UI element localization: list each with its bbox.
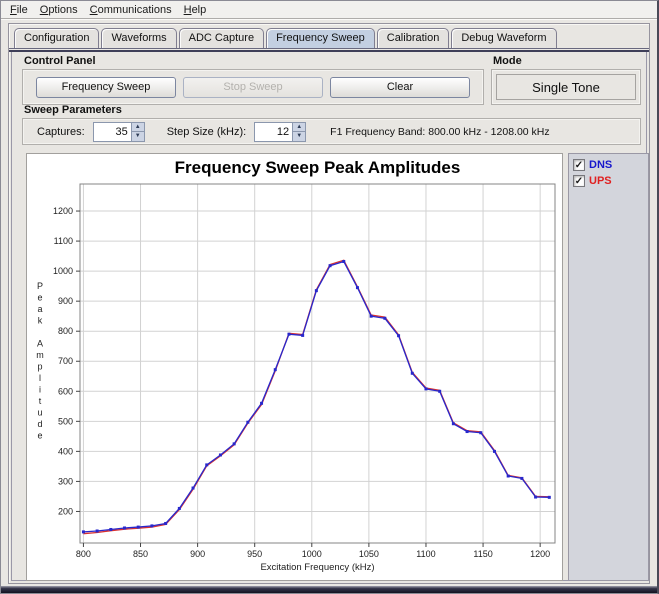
plot-area [79,183,556,544]
sweep-parameters-box: Captures: 35 ▲ ▼ Step Size (kHz): 12 ▲ [22,118,641,145]
svg-text:m: m [36,350,44,360]
svg-text:300: 300 [58,476,73,486]
tab-calibration[interactable]: Calibration [376,28,450,48]
tab-frequency-sweep[interactable]: Frequency Sweep [266,28,375,48]
svg-text:a: a [37,304,42,314]
menu-bar: File Options Communications Help [1,1,657,19]
frequency-sweep-chart: 800 850 900 950 1000 1050 1100 1150 1200 200 300 40… [36,158,556,573]
frequency-sweep-button[interactable]: Frequency Sweep [36,76,176,98]
step-size-spinner-buttons: ▲ ▼ [292,122,306,141]
stop-sweep-button[interactable]: Stop Sweep [183,76,323,98]
svg-text:1000: 1000 [53,266,73,276]
svg-text:500: 500 [58,416,73,426]
tab-bar: Configuration Waveforms ADC Capture Freq… [14,28,557,48]
step-size-spinner-down-icon[interactable]: ▼ [293,132,306,141]
frequency-sweep-tab-content: Control Panel Frequency Sweep Stop Sweep… [11,52,649,581]
dns-series-markers [81,260,551,534]
svg-text:200: 200 [58,506,73,516]
chart-panel: 800 850 900 950 1000 1050 1100 1150 1200 200 300 40… [26,153,563,581]
step-size-spinner-up-icon[interactable]: ▲ [293,122,306,132]
tab-adc-capture[interactable]: ADC Capture [178,28,265,48]
step-size-spinner-value[interactable]: 12 [255,122,293,141]
window-bottom-edge [1,586,657,593]
svg-text:u: u [37,407,42,417]
captures-spinner-value[interactable]: 35 [93,122,131,141]
control-panel-box: Frequency Sweep Stop Sweep Clear [22,69,484,105]
svg-text:1050: 1050 [359,549,379,559]
captures-spinner-buttons: ▲ ▼ [130,122,144,141]
menu-options[interactable]: Options [39,3,78,16]
svg-text:i: i [39,384,41,394]
mode-box: Single Tone [491,69,641,105]
svg-text:700: 700 [58,356,73,366]
tab-underline-gap [9,49,649,50]
mode-group: Mode Single Tone [491,55,641,105]
svg-text:t: t [39,396,42,406]
sweep-parameters-group: Sweep Parameters Captures: 35 ▲ ▼ Step S… [22,104,641,145]
svg-text:e: e [37,292,42,302]
ups-legend-label: UPS [589,175,612,187]
dns-legend-label: DNS [589,159,613,171]
menu-file[interactable]: File [10,3,28,16]
dns-checkbox[interactable]: ✓ [573,159,585,171]
svg-text:900: 900 [58,296,73,306]
x-axis-label: Excitation Frequency (kHz) [260,562,374,573]
tab-underline-dark [9,50,649,52]
mode-value: Single Tone [496,74,636,100]
frequency-band-text: F1 Frequency Band: 800.00 kHz - 1208.00 … [330,125,550,138]
control-panel-title: Control Panel [24,55,96,67]
svg-text:1100: 1100 [54,236,73,246]
captures-label: Captures: [37,125,85,138]
svg-text:850: 850 [133,549,148,559]
axes: 800 850 900 950 1000 1050 1100 1150 1200 200 300 40… [53,206,550,559]
legend-row: ✓ DNS [573,157,648,173]
svg-text:900: 900 [190,549,205,559]
tab-waveforms[interactable]: Waveforms [101,28,177,48]
svg-text:1000: 1000 [302,549,322,559]
svg-text:800: 800 [76,549,91,559]
control-panel-group: Control Panel Frequency Sweep Stop Sweep… [22,55,484,105]
svg-text:e: e [37,430,42,440]
menu-help[interactable]: Help [183,3,207,16]
legend-row: ✓ UPS [573,173,648,189]
captures-spinner-down-icon[interactable]: ▼ [131,132,144,141]
mode-title: Mode [493,55,522,67]
svg-text:p: p [37,361,42,371]
svg-text:1200: 1200 [53,206,73,216]
svg-text:l: l [39,373,41,383]
tab-debug-waveform[interactable]: Debug Waveform [451,28,557,48]
svg-text:d: d [37,419,42,429]
svg-text:k: k [38,315,43,325]
main-panel: Configuration Waveforms ADC Capture Freq… [8,23,650,584]
svg-text:800: 800 [58,326,73,336]
svg-text:1100: 1100 [416,549,435,559]
svg-text:P: P [37,281,43,291]
chart-title: Frequency Sweep Peak Amplitudes [175,158,461,177]
sweep-parameters-title: Sweep Parameters [24,104,122,116]
captures-spinner-up-icon[interactable]: ▲ [131,122,144,132]
captures-spinner: 35 ▲ ▼ [92,121,145,142]
clear-button[interactable]: Clear [330,76,470,98]
ups-checkbox[interactable]: ✓ [573,175,585,187]
svg-text:950: 950 [247,549,262,559]
svg-text:400: 400 [58,446,73,456]
step-size-spinner: 12 ▲ ▼ [254,121,307,142]
legend-panel: ✓ DNS ✓ UPS [568,153,649,581]
svg-text:1200: 1200 [530,549,550,559]
svg-text:A: A [37,338,43,348]
step-size-label: Step Size (kHz): [166,125,247,138]
svg-text:600: 600 [58,386,73,396]
menu-communications[interactable]: Communications [89,3,172,16]
tab-underline [9,48,649,49]
svg-text:1150: 1150 [473,549,492,559]
tab-configuration[interactable]: Configuration [14,28,100,48]
